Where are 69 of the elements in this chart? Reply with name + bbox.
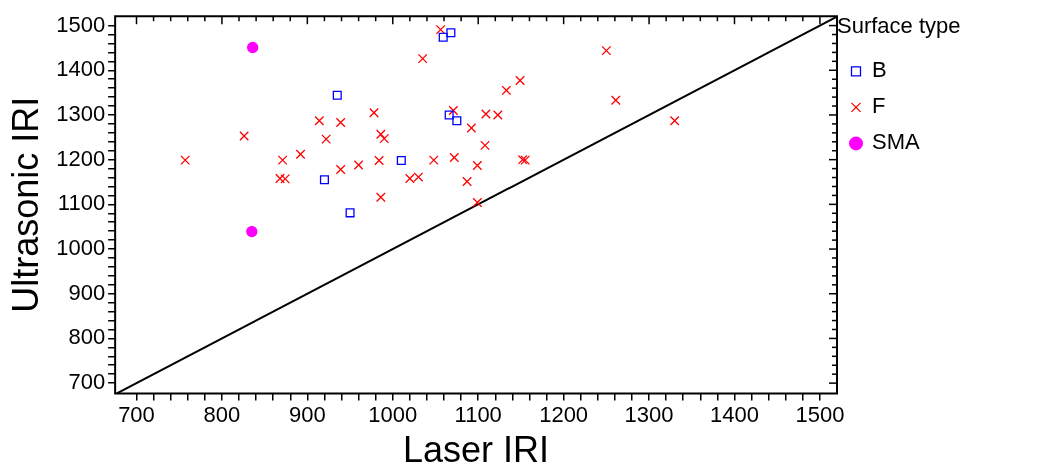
- legend-label: B: [872, 57, 887, 83]
- point: [374, 155, 384, 166]
- point: [379, 133, 390, 144]
- point: [295, 149, 306, 160]
- point: [275, 173, 285, 184]
- point: [277, 155, 288, 165]
- y-tick-label: 1100: [57, 190, 106, 216]
- point: [472, 197, 483, 208]
- point: [314, 115, 325, 126]
- point: [396, 156, 406, 166]
- y-axis-title: Ultrasonic IRI: [4, 96, 46, 313]
- point: [280, 173, 291, 184]
- x-tick-label: 800: [203, 401, 241, 427]
- point: [428, 155, 439, 165]
- point: [247, 41, 259, 54]
- point: [319, 175, 329, 185]
- point: [239, 131, 250, 141]
- y-tick-label: 1400: [56, 56, 106, 82]
- point: [669, 115, 680, 126]
- x-tick-label: 1400: [710, 401, 759, 427]
- point: [246, 225, 258, 238]
- x-tick-label: 1300: [624, 401, 674, 427]
- x-tick-label: 1000: [368, 401, 418, 427]
- point: [452, 116, 462, 126]
- point: [335, 164, 346, 175]
- point: [446, 28, 456, 38]
- point: [180, 155, 191, 165]
- point: [353, 160, 364, 170]
- point: [345, 208, 355, 218]
- point: [472, 160, 483, 171]
- y-tick-label: 700: [68, 369, 106, 395]
- point: [375, 192, 386, 203]
- y-tick-label: 900: [68, 279, 106, 305]
- y-tick-label: 1500: [56, 11, 106, 37]
- x-axis-title: Laser IRI: [403, 429, 550, 471]
- point: [444, 110, 454, 120]
- point: [413, 172, 424, 182]
- point: [449, 152, 460, 163]
- point: [448, 105, 459, 116]
- x-tick-label: 1200: [539, 401, 589, 427]
- point: [332, 90, 342, 100]
- legend-label: F: [872, 93, 886, 119]
- point: [417, 53, 428, 64]
- y-tick-label: 1200: [56, 145, 106, 171]
- point: [466, 123, 477, 133]
- point: [481, 109, 491, 119]
- point: [335, 117, 346, 128]
- point: [601, 45, 612, 56]
- point: [438, 32, 448, 42]
- y-tick-label: 800: [68, 324, 106, 350]
- y-tick-label: 1300: [56, 101, 106, 127]
- point: [610, 95, 621, 106]
- point: [501, 85, 512, 96]
- point: [404, 173, 415, 184]
- point: [375, 129, 386, 140]
- point: [462, 176, 472, 187]
- point: [369, 107, 379, 118]
- legend-title: Surface type: [837, 13, 961, 39]
- point: [492, 110, 503, 120]
- point: [321, 134, 332, 144]
- x-tick-label: 1100: [454, 401, 502, 427]
- x-tick-label: 900: [288, 401, 326, 427]
- y-tick-label: 1000: [56, 235, 106, 261]
- legend-label: SMA: [872, 129, 920, 155]
- x-tick-label: 700: [118, 401, 155, 427]
- x-tick-label: 1500: [795, 401, 845, 427]
- point: [435, 24, 446, 35]
- point: [515, 75, 525, 86]
- point: [480, 140, 490, 151]
